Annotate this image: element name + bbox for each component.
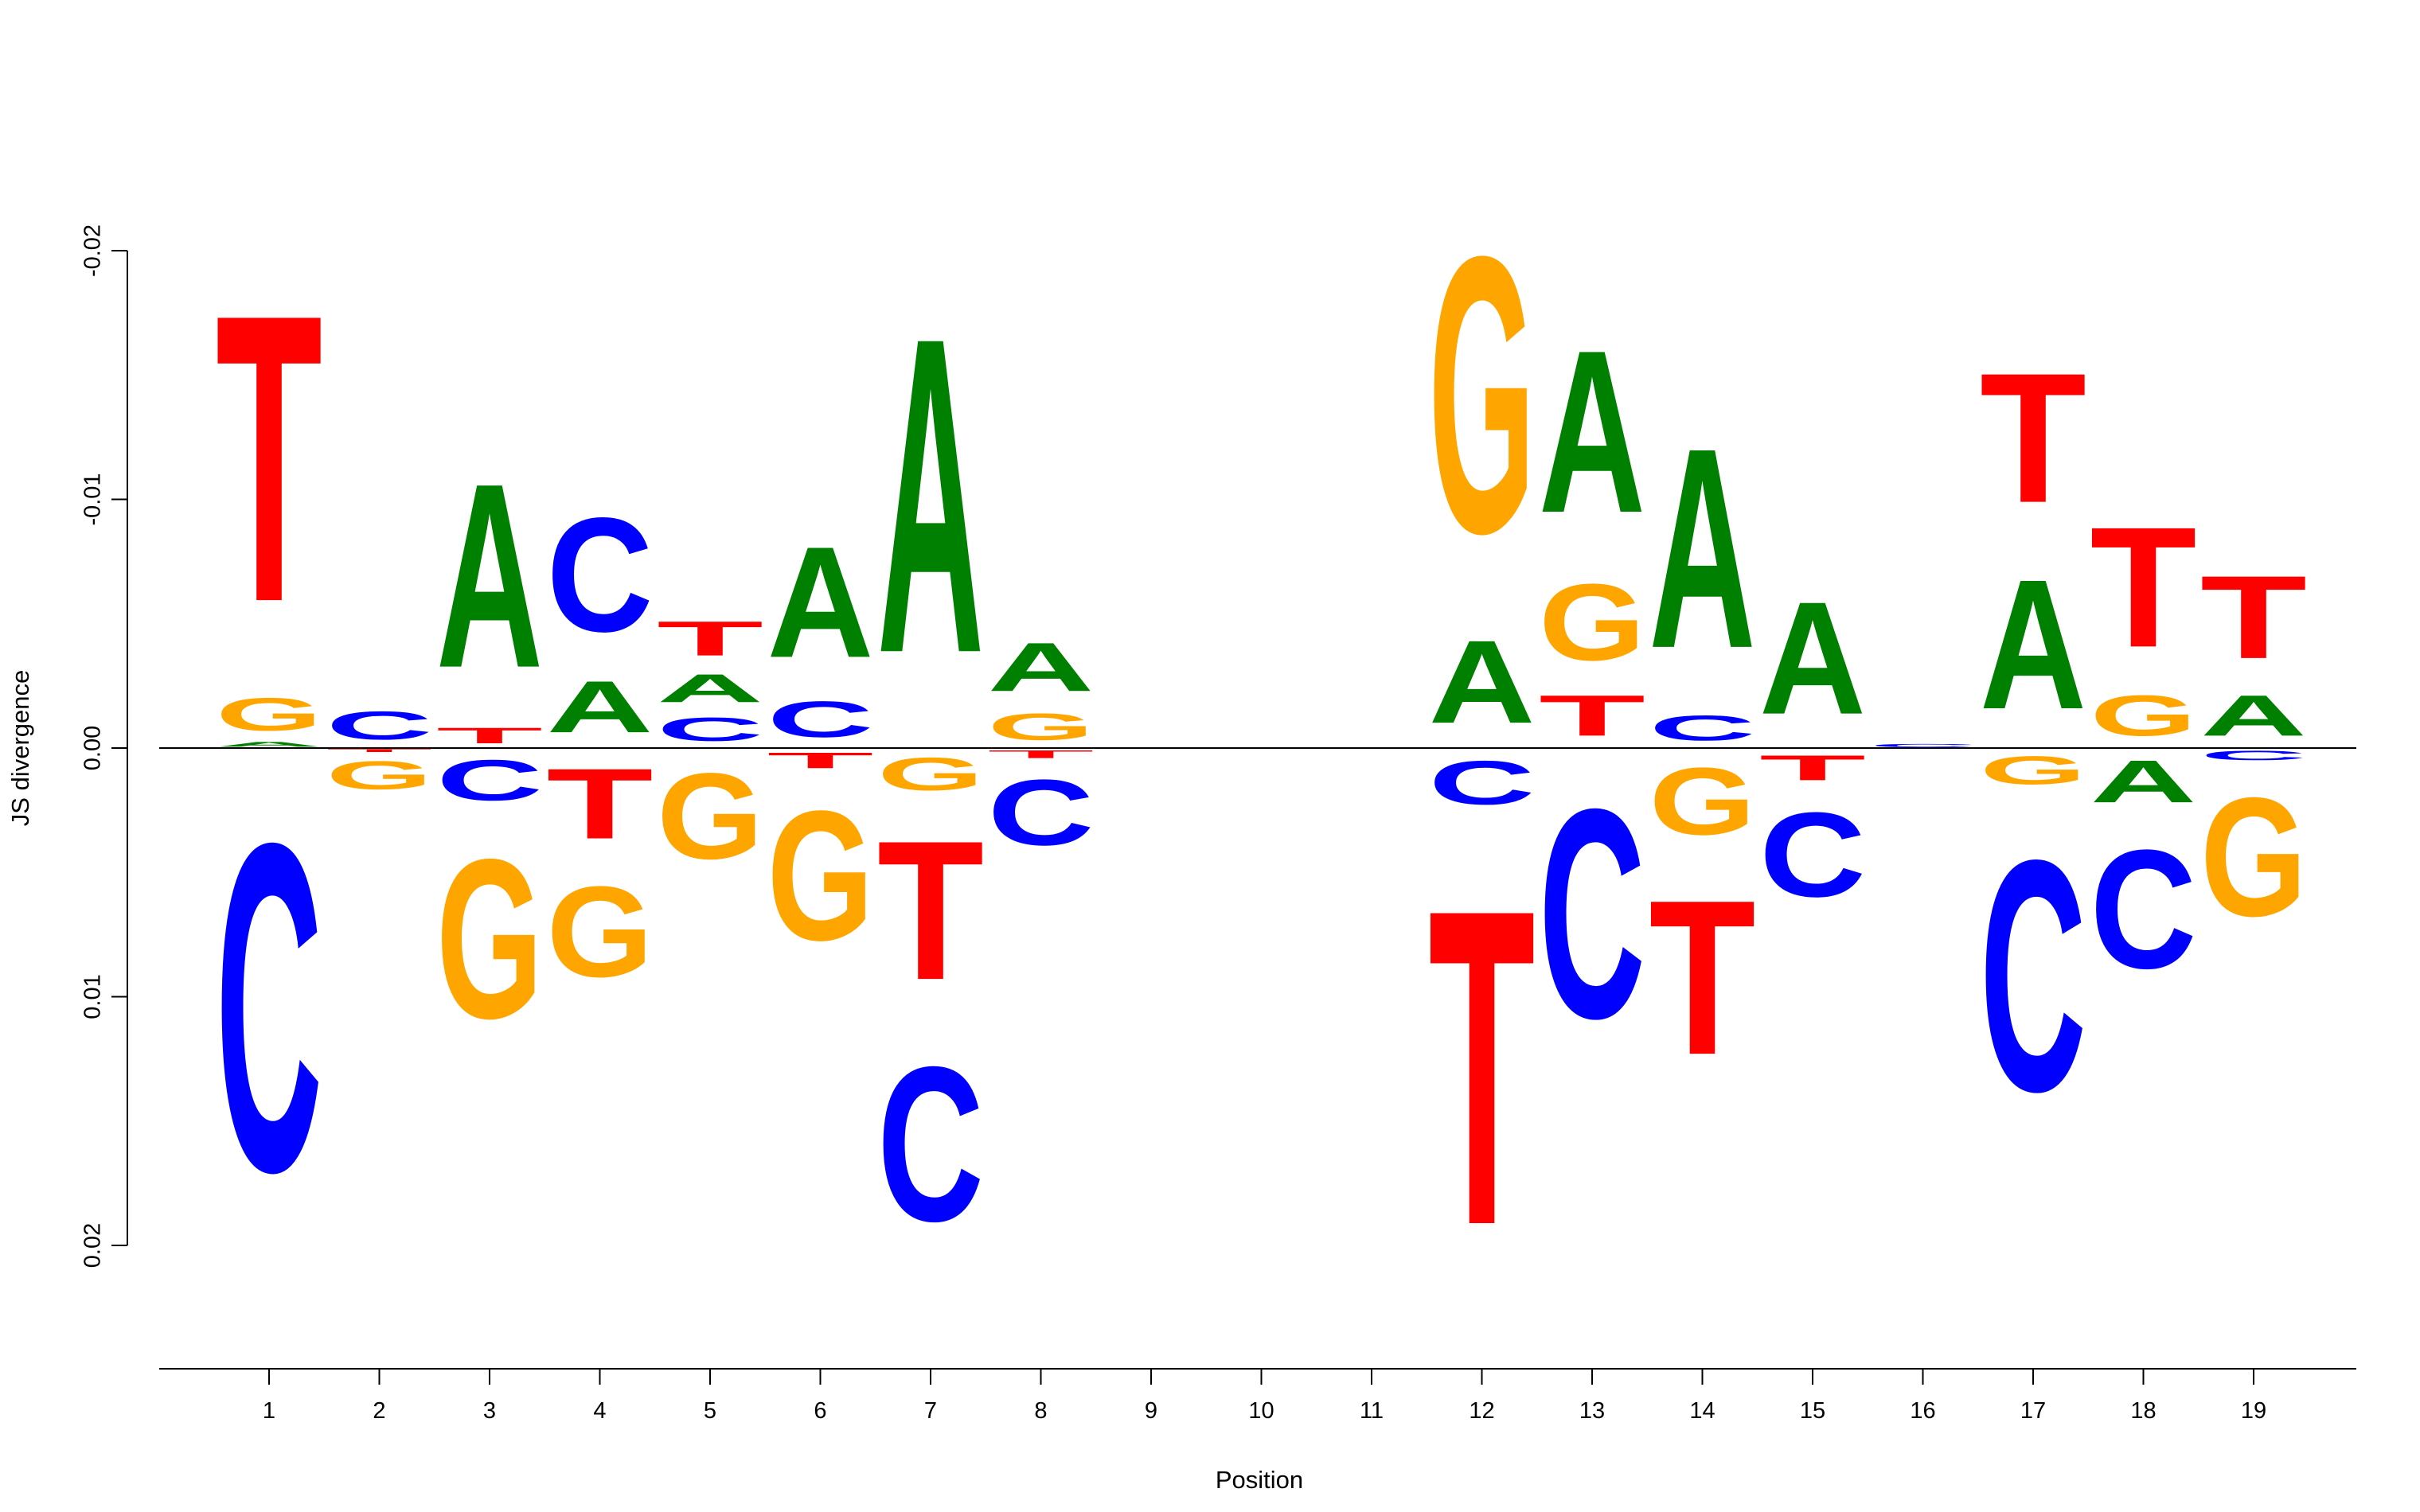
x-tick-label: 1: [263, 1398, 275, 1424]
logo-letter-c: C: [1759, 787, 1866, 922]
x-tick-label: 17: [2020, 1398, 2046, 1424]
logo-letter-a: A: [1649, 388, 1756, 708]
logo-letter-g: G: [326, 753, 433, 797]
x-tick-label: 2: [373, 1398, 385, 1424]
logo-letter-g: G: [987, 706, 1094, 748]
x-tick-label: 11: [1360, 1398, 1384, 1424]
logo-letter-g: G: [2090, 684, 2197, 749]
logo-letter-c: C: [767, 691, 874, 748]
x-tick-label: 14: [1689, 1398, 1715, 1424]
logo-letter-g: G: [1429, 174, 1536, 615]
logo-letter-c: C: [216, 746, 322, 1269]
logo-letter-t: T: [1539, 683, 1645, 748]
logo-letter-c: C: [657, 711, 763, 748]
x-tick-label: 5: [704, 1398, 716, 1424]
logo-letter-a: A: [657, 666, 763, 711]
logo-letter-t: T: [767, 748, 874, 773]
y-tick-label: 0.02: [80, 1223, 106, 1268]
logo-letter-a: A: [216, 741, 322, 748]
x-axis-title: Position: [1216, 1466, 1303, 1494]
logo-letter-t: T: [1980, 334, 2086, 541]
logo-letter-a: A: [547, 666, 654, 748]
logo-letter-g: G: [877, 748, 984, 801]
logo-letter-t: T: [988, 748, 1095, 761]
y-axis: -0.02 -0.01 0.00 0.01 0.02: [80, 224, 128, 1268]
x-axis: 1 2 3 4 5 6 7 8 9 10 11 12 13 14 15 16 17 18 19: [159, 1368, 2356, 1424]
logo-letter-c: C: [546, 485, 653, 666]
logo-letter-t: T: [877, 799, 984, 1021]
logo-letters: AGTCCTGTACGACTGCATGCATGAGTCGATCAGCTTGACC…: [216, 174, 2307, 1319]
logo-letter-t: T: [546, 747, 653, 859]
x-tick-label: 4: [593, 1398, 606, 1424]
x-tick-label: 16: [1910, 1398, 1935, 1424]
logo-letter-c: C: [877, 1021, 984, 1268]
x-tick-label: 3: [483, 1398, 496, 1424]
logo-letter-a: A: [877, 245, 984, 748]
logo-letter-t: T: [216, 228, 322, 688]
y-tick-label: -0.01: [80, 473, 106, 525]
logo-letter-g: G: [216, 688, 322, 741]
y-axis-title: JS divergence: [6, 670, 34, 826]
y-tick-label: 0.01: [80, 974, 106, 1019]
logo-letter-a: A: [2090, 748, 2197, 815]
logo-letter-g: G: [547, 859, 654, 1004]
logo-letter-g: G: [1649, 747, 1756, 855]
logo-letter-t: T: [657, 611, 763, 666]
logo-letter-a: A: [2200, 683, 2307, 748]
logo-letter-g: G: [1539, 562, 1645, 684]
x-tick-label: 12: [1469, 1398, 1494, 1424]
logo-letter-a: A: [1539, 302, 1645, 561]
logo-letter-t: T: [436, 723, 543, 748]
logo-letter-a: A: [988, 629, 1095, 706]
x-tick-label: 6: [814, 1398, 826, 1424]
logo-letter-a: A: [1980, 541, 2086, 748]
logo-letter-t: T: [2090, 492, 2197, 684]
logo-letter-c: C: [1869, 743, 1976, 748]
logo-letter-c: C: [1539, 746, 1645, 1081]
logo-letter-a: A: [436, 428, 543, 723]
logo-letter-a: A: [1759, 569, 1866, 748]
logo-letter-g: G: [2200, 763, 2307, 953]
logo-letter-g: G: [657, 747, 763, 885]
logo-letter-t: T: [2200, 551, 2307, 684]
x-tick-label: 19: [2241, 1398, 2266, 1424]
logo-letter-c: C: [1429, 748, 1536, 818]
y-tick-label: -0.02: [80, 224, 106, 277]
y-tick-label: 0.00: [80, 726, 106, 770]
x-tick-label: 8: [1034, 1398, 1047, 1424]
logo-letter-g: G: [767, 773, 874, 979]
logo-letter-c: C: [1980, 792, 2086, 1160]
x-tick-label: 15: [1800, 1398, 1825, 1424]
x-tick-label: 9: [1145, 1398, 1157, 1424]
logo-letter-t: T: [1759, 748, 1866, 788]
logo-letter-c: C: [1649, 708, 1755, 748]
logo-letter-t: T: [326, 748, 433, 753]
logo-letter-a: A: [767, 513, 874, 690]
x-tick-label: 13: [1579, 1398, 1605, 1424]
logo-letter-t: T: [1649, 854, 1755, 1101]
logo-letter-c: C: [988, 760, 1095, 865]
logo-letter-a: A: [1429, 616, 1536, 748]
x-tick-label: 7: [924, 1398, 937, 1424]
x-tick-label: 18: [2130, 1398, 2156, 1424]
logo-letter-c: C: [2090, 815, 2197, 1004]
logo-letter-g: G: [436, 813, 543, 1067]
x-tick-label: 10: [1248, 1398, 1274, 1424]
logo-letter-g: G: [1980, 748, 2086, 793]
logo-letter-c: C: [436, 747, 543, 813]
logo-letter-c: C: [2200, 748, 2307, 763]
logo-letter-t: T: [1429, 815, 1536, 1319]
logo-letter-c: C: [326, 703, 433, 748]
